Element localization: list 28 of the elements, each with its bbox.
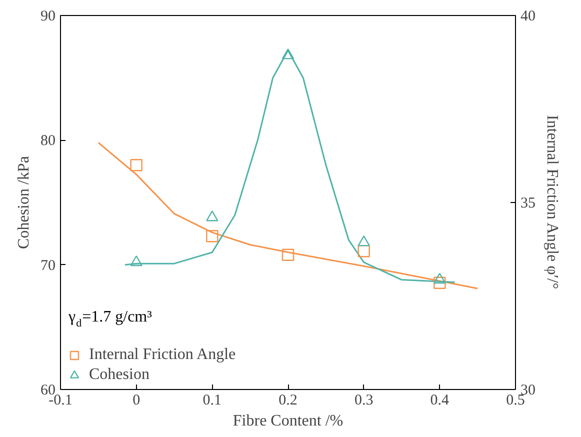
point	[434, 276, 446, 290]
y-tick-label: 80	[40, 133, 56, 150]
y-axis-title: Cohesion /kPa	[16, 156, 32, 249]
point	[130, 255, 142, 266]
point	[282, 248, 294, 261]
line-series	[124, 50, 456, 284]
point	[130, 159, 142, 172]
y2-tick-label: 40	[520, 8, 536, 24]
legend-label: Cohesion	[89, 366, 150, 384]
point	[206, 230, 218, 242]
x-axis-title: Fibre Content /%	[232, 412, 344, 430]
y2-axis-title: Internal Friction Angle φ′/°	[544, 114, 560, 290]
x-tick-label: 0.2	[278, 392, 298, 408]
point	[434, 272, 446, 284]
point	[282, 48, 294, 60]
line-series	[98, 142, 478, 290]
point	[206, 210, 218, 222]
x-tick-label: 0	[132, 392, 140, 408]
legend-label: Internal Friction Angle	[89, 346, 236, 364]
y-tick-label: 70	[40, 258, 56, 274]
y2-tick-label: 30	[520, 382, 536, 398]
x-tick-label: 0.4	[430, 392, 450, 408]
y-tick-label: 60	[40, 382, 56, 398]
y-tick-label: 90	[40, 8, 56, 24]
y2-tick-label: 35	[520, 196, 536, 212]
point	[358, 235, 370, 246]
x-tick-label: 0.1	[202, 392, 222, 408]
x-tick-label: 0.3	[354, 392, 374, 408]
